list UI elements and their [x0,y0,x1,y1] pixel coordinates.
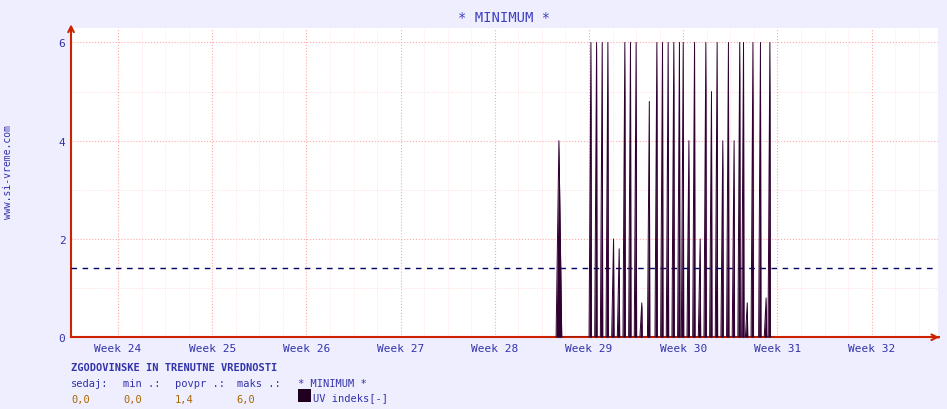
Title: * MINIMUM *: * MINIMUM * [458,11,550,25]
Text: min .:: min .: [123,378,161,389]
Text: UV indeks[-]: UV indeks[-] [313,392,388,402]
Text: povpr .:: povpr .: [175,378,225,389]
Text: * MINIMUM *: * MINIMUM * [298,378,367,389]
Text: 6,0: 6,0 [237,393,256,404]
Text: 0,0: 0,0 [71,393,90,404]
Text: 1,4: 1,4 [175,393,194,404]
Text: ZGODOVINSKE IN TRENUTNE VREDNOSTI: ZGODOVINSKE IN TRENUTNE VREDNOSTI [71,362,277,372]
Text: maks .:: maks .: [237,378,280,389]
Text: sedaj:: sedaj: [71,378,109,389]
Text: www.si-vreme.com: www.si-vreme.com [3,125,12,219]
Text: 0,0: 0,0 [123,393,142,404]
